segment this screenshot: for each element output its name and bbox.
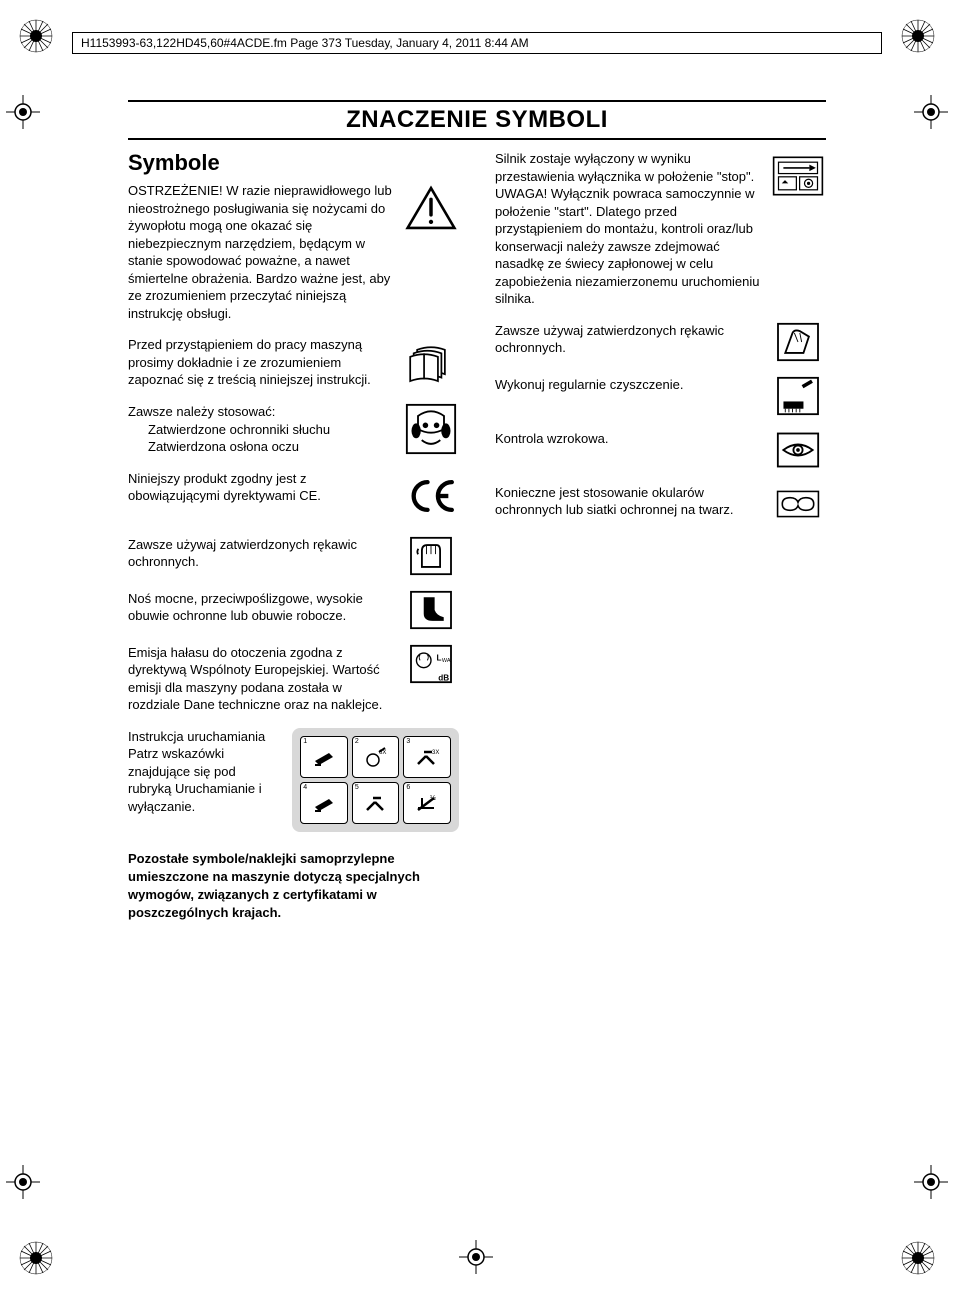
- svg-text:3X: 3X: [432, 750, 439, 756]
- stop-text: Silnik zostaje wyłączony w wyniku przest…: [495, 150, 760, 308]
- rule-top: [128, 100, 826, 102]
- goggles-text: Konieczne jest stosowanie okularów ochro…: [495, 484, 760, 519]
- brush-icon: [770, 376, 826, 416]
- ear-eye-protection-icon: [403, 403, 459, 455]
- column-right: Silnik zostaje wyłączony w wyniku przest…: [495, 150, 826, 935]
- boots-text: Noś mocne, przeciwpoślizgowe, wysokie ob…: [128, 590, 393, 625]
- noise-emission-icon: LWA dB: [403, 644, 459, 684]
- symbol-entry-manual: Przed przystąpieniem do pracy maszyną pr…: [128, 336, 459, 389]
- crop-mark-icon: [459, 1240, 495, 1276]
- panel-cell: 6½: [403, 782, 451, 824]
- symbol-entry-visual: Kontrola wzrokowa.: [495, 430, 826, 470]
- gloves-icon: [770, 322, 826, 362]
- ppe-text: Zawsze należy stosować: Zatwierdzone och…: [128, 403, 393, 456]
- startup-text: Instrukcja uruchamiania Patrz wskazówki …: [128, 728, 280, 816]
- page-header: H1153993-63,122HD45,60#4ACDE.fm Page 373…: [72, 32, 882, 54]
- ppe-item: Zatwierdzona osłona oczu: [128, 438, 393, 456]
- warning-triangle-icon: [403, 182, 459, 234]
- manual-text: Przed przystąpieniem do pracy maszyną pr…: [128, 336, 393, 389]
- panel-cell: 33X: [403, 736, 451, 778]
- page-content: ZNACZENIE SYMBOLI Symbole OSTRZEŻENIE! W…: [128, 100, 826, 1194]
- symbol-entry-cleaning: Wykonuj regularnie czyszczenie.: [495, 376, 826, 416]
- symbol-entry-goggles: Konieczne jest stosowanie okularów ochro…: [495, 484, 826, 524]
- cleaning-text: Wykonuj regularnie czyszczenie.: [495, 376, 760, 394]
- section-heading: Symbole: [128, 150, 459, 176]
- ppe-heading: Zawsze należy stosować:: [128, 403, 393, 421]
- symbol-entry-gloves-r: Zawsze używaj zatwierdzonych rękawic och…: [495, 322, 826, 362]
- symbol-entry-stop: Silnik zostaje wyłączony w wyniku przest…: [495, 150, 826, 308]
- startup-title: Instrukcja uruchamiania: [128, 729, 265, 744]
- ppe-item: Zatwierdzone ochronniki słuchu: [128, 421, 393, 439]
- crop-mark-icon: [6, 95, 40, 129]
- goggles-icon: [770, 484, 826, 524]
- crop-mark-icon: [18, 1240, 54, 1276]
- ce-text: Niniejszy produkt zgodny jest z obowiązu…: [128, 470, 393, 505]
- page-title: ZNACZENIE SYMBOLI: [128, 106, 826, 140]
- ce-mark-icon: [403, 470, 459, 522]
- symbol-entry-boots: Noś mocne, przeciwpoślizgowe, wysokie ob…: [128, 590, 459, 630]
- symbol-entry-noise: Emisja hałasu do otoczenia zgodna z dyre…: [128, 644, 459, 714]
- columns: Symbole OSTRZEŻENIE! W razie nieprawidło…: [128, 150, 826, 935]
- svg-text:½: ½: [430, 794, 436, 802]
- startup-panel-icon: 1 26X 33X 4 5 6½: [292, 728, 459, 832]
- svg-text:L: L: [436, 653, 441, 662]
- symbol-entry-startup: Instrukcja uruchamiania Patrz wskazówki …: [128, 728, 459, 832]
- panel-cell: 4: [300, 782, 348, 824]
- eye-icon: [770, 430, 826, 470]
- warning-text: OSTRZEŻENIE! W razie nieprawidłowego lub…: [128, 182, 393, 322]
- svg-text:6X: 6X: [379, 750, 386, 756]
- svg-text:dB: dB: [438, 673, 449, 682]
- panel-cell: 1: [300, 736, 348, 778]
- crop-mark-icon: [18, 18, 54, 54]
- crop-mark-icon: [900, 1240, 936, 1276]
- noise-text: Emisja hałasu do otoczenia zgodna z dyre…: [128, 644, 393, 714]
- svg-text:WA: WA: [442, 658, 451, 664]
- other-symbols-note: Pozostałe symbole/naklejki samoprzylepne…: [128, 850, 459, 923]
- symbol-entry-ppe: Zawsze należy stosować: Zatwierdzone och…: [128, 403, 459, 456]
- boots-icon: [403, 590, 459, 630]
- visual-text: Kontrola wzrokowa.: [495, 430, 760, 448]
- panel-cell: 5: [352, 782, 400, 824]
- column-left: Symbole OSTRZEŻENIE! W razie nieprawidło…: [128, 150, 459, 935]
- startup-body: Patrz wskazówki znajdujące się pod rubry…: [128, 746, 262, 814]
- crop-mark-icon: [914, 95, 948, 129]
- symbol-entry-gloves: Zawsze używaj zatwierdzonych rękawic och…: [128, 536, 459, 576]
- gloves-text: Zawsze używaj zatwierdzonych rękawic och…: [128, 536, 393, 571]
- gloves-icon: [403, 536, 459, 576]
- manual-book-icon: [403, 336, 459, 388]
- symbol-entry-warning: OSTRZEŻENIE! W razie nieprawidłowego lub…: [128, 182, 459, 322]
- stop-switch-icon: [770, 150, 826, 202]
- panel-cell: 26X: [352, 736, 400, 778]
- gloves-text-r: Zawsze używaj zatwierdzonych rękawic och…: [495, 322, 760, 357]
- symbol-entry-ce: Niniejszy produkt zgodny jest z obowiązu…: [128, 470, 459, 522]
- crop-mark-icon: [6, 1165, 40, 1199]
- crop-mark-icon: [914, 1165, 948, 1199]
- crop-mark-icon: [900, 18, 936, 54]
